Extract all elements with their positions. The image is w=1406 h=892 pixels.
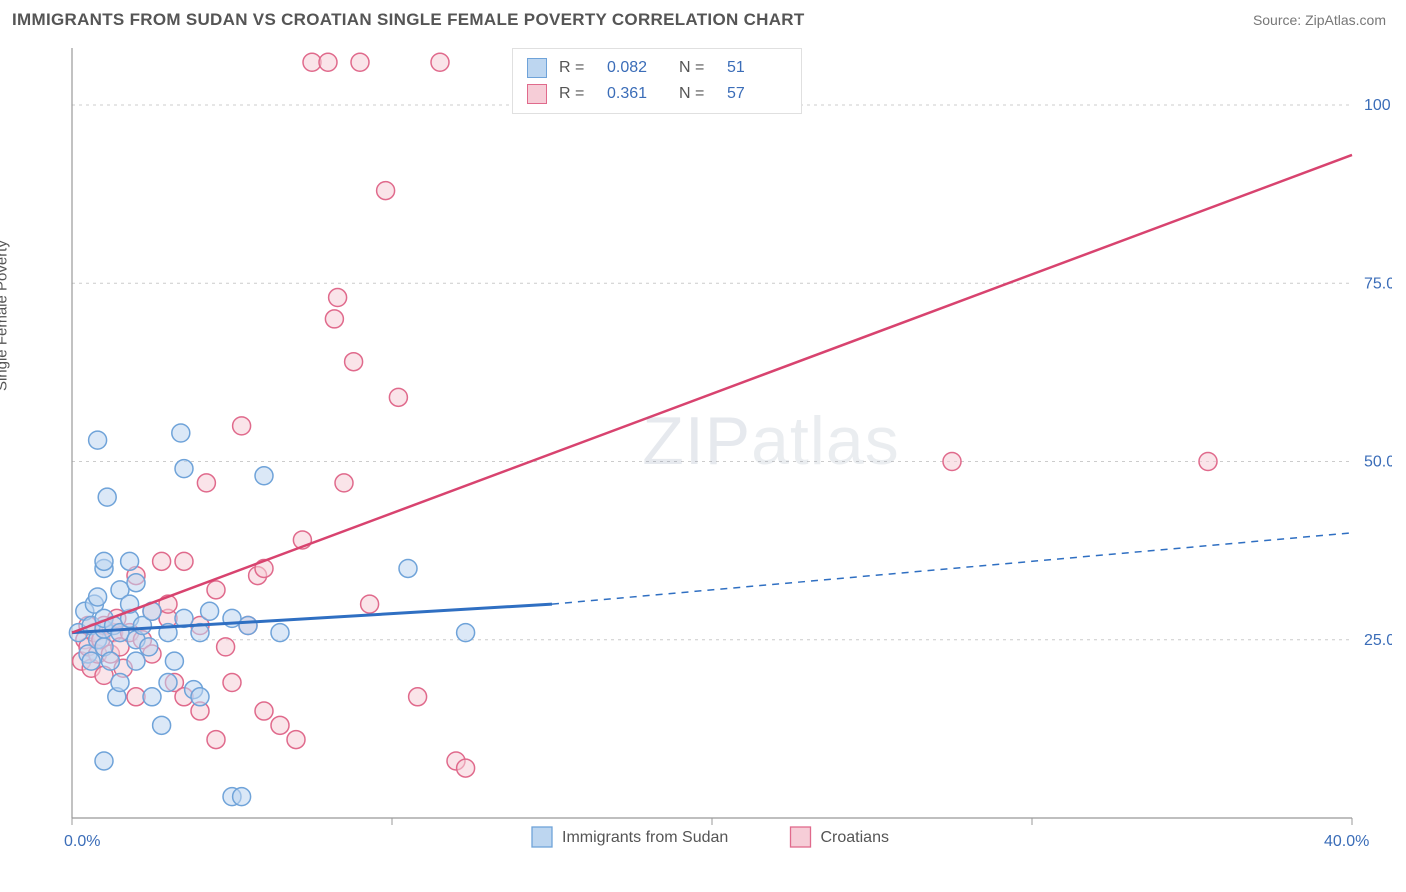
scatter-plot-svg: 25.0% 50.0% 75.0% 100.0% 0.0% 40.0% Immigrants… — [12, 38, 1392, 878]
svg-text:75.0%: 75.0% — [1364, 275, 1392, 292]
legend-row-series-1: R = 0.361 N = 57 — [527, 81, 787, 107]
svg-text:100.0%: 100.0% — [1364, 97, 1392, 114]
svg-text:0.0%: 0.0% — [64, 833, 100, 850]
svg-text:50.0%: 50.0% — [1364, 454, 1392, 471]
svg-text:40.0%: 40.0% — [1324, 833, 1369, 850]
chart-header: IMMIGRANTS FROM SUDAN VS CROATIAN SINGLE… — [0, 0, 1406, 38]
svg-text:25.0%: 25.0% — [1364, 632, 1392, 649]
y-axis-label: Single Female Poverty — [0, 240, 11, 391]
correlation-legend: R = 0.082 N = 51 R = 0.361 N = 57 — [512, 48, 802, 114]
chart-title: IMMIGRANTS FROM SUDAN VS CROATIAN SINGLE… — [12, 10, 805, 30]
chart-area: Single Female Poverty ZIPatlas 25.0%50.0… — [12, 38, 1392, 878]
svg-text:Immigrants from Sudan: Immigrants from Sudan — [562, 829, 728, 846]
legend-swatch — [527, 84, 547, 104]
svg-text:Croatians: Croatians — [821, 829, 889, 846]
source-attribution: Source: ZipAtlas.com — [1253, 12, 1386, 28]
legend-row-series-0: R = 0.082 N = 51 — [527, 55, 787, 81]
legend-swatch — [527, 58, 547, 78]
